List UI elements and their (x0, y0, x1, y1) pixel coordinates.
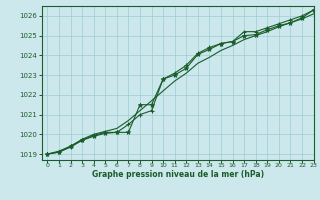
X-axis label: Graphe pression niveau de la mer (hPa): Graphe pression niveau de la mer (hPa) (92, 170, 264, 179)
